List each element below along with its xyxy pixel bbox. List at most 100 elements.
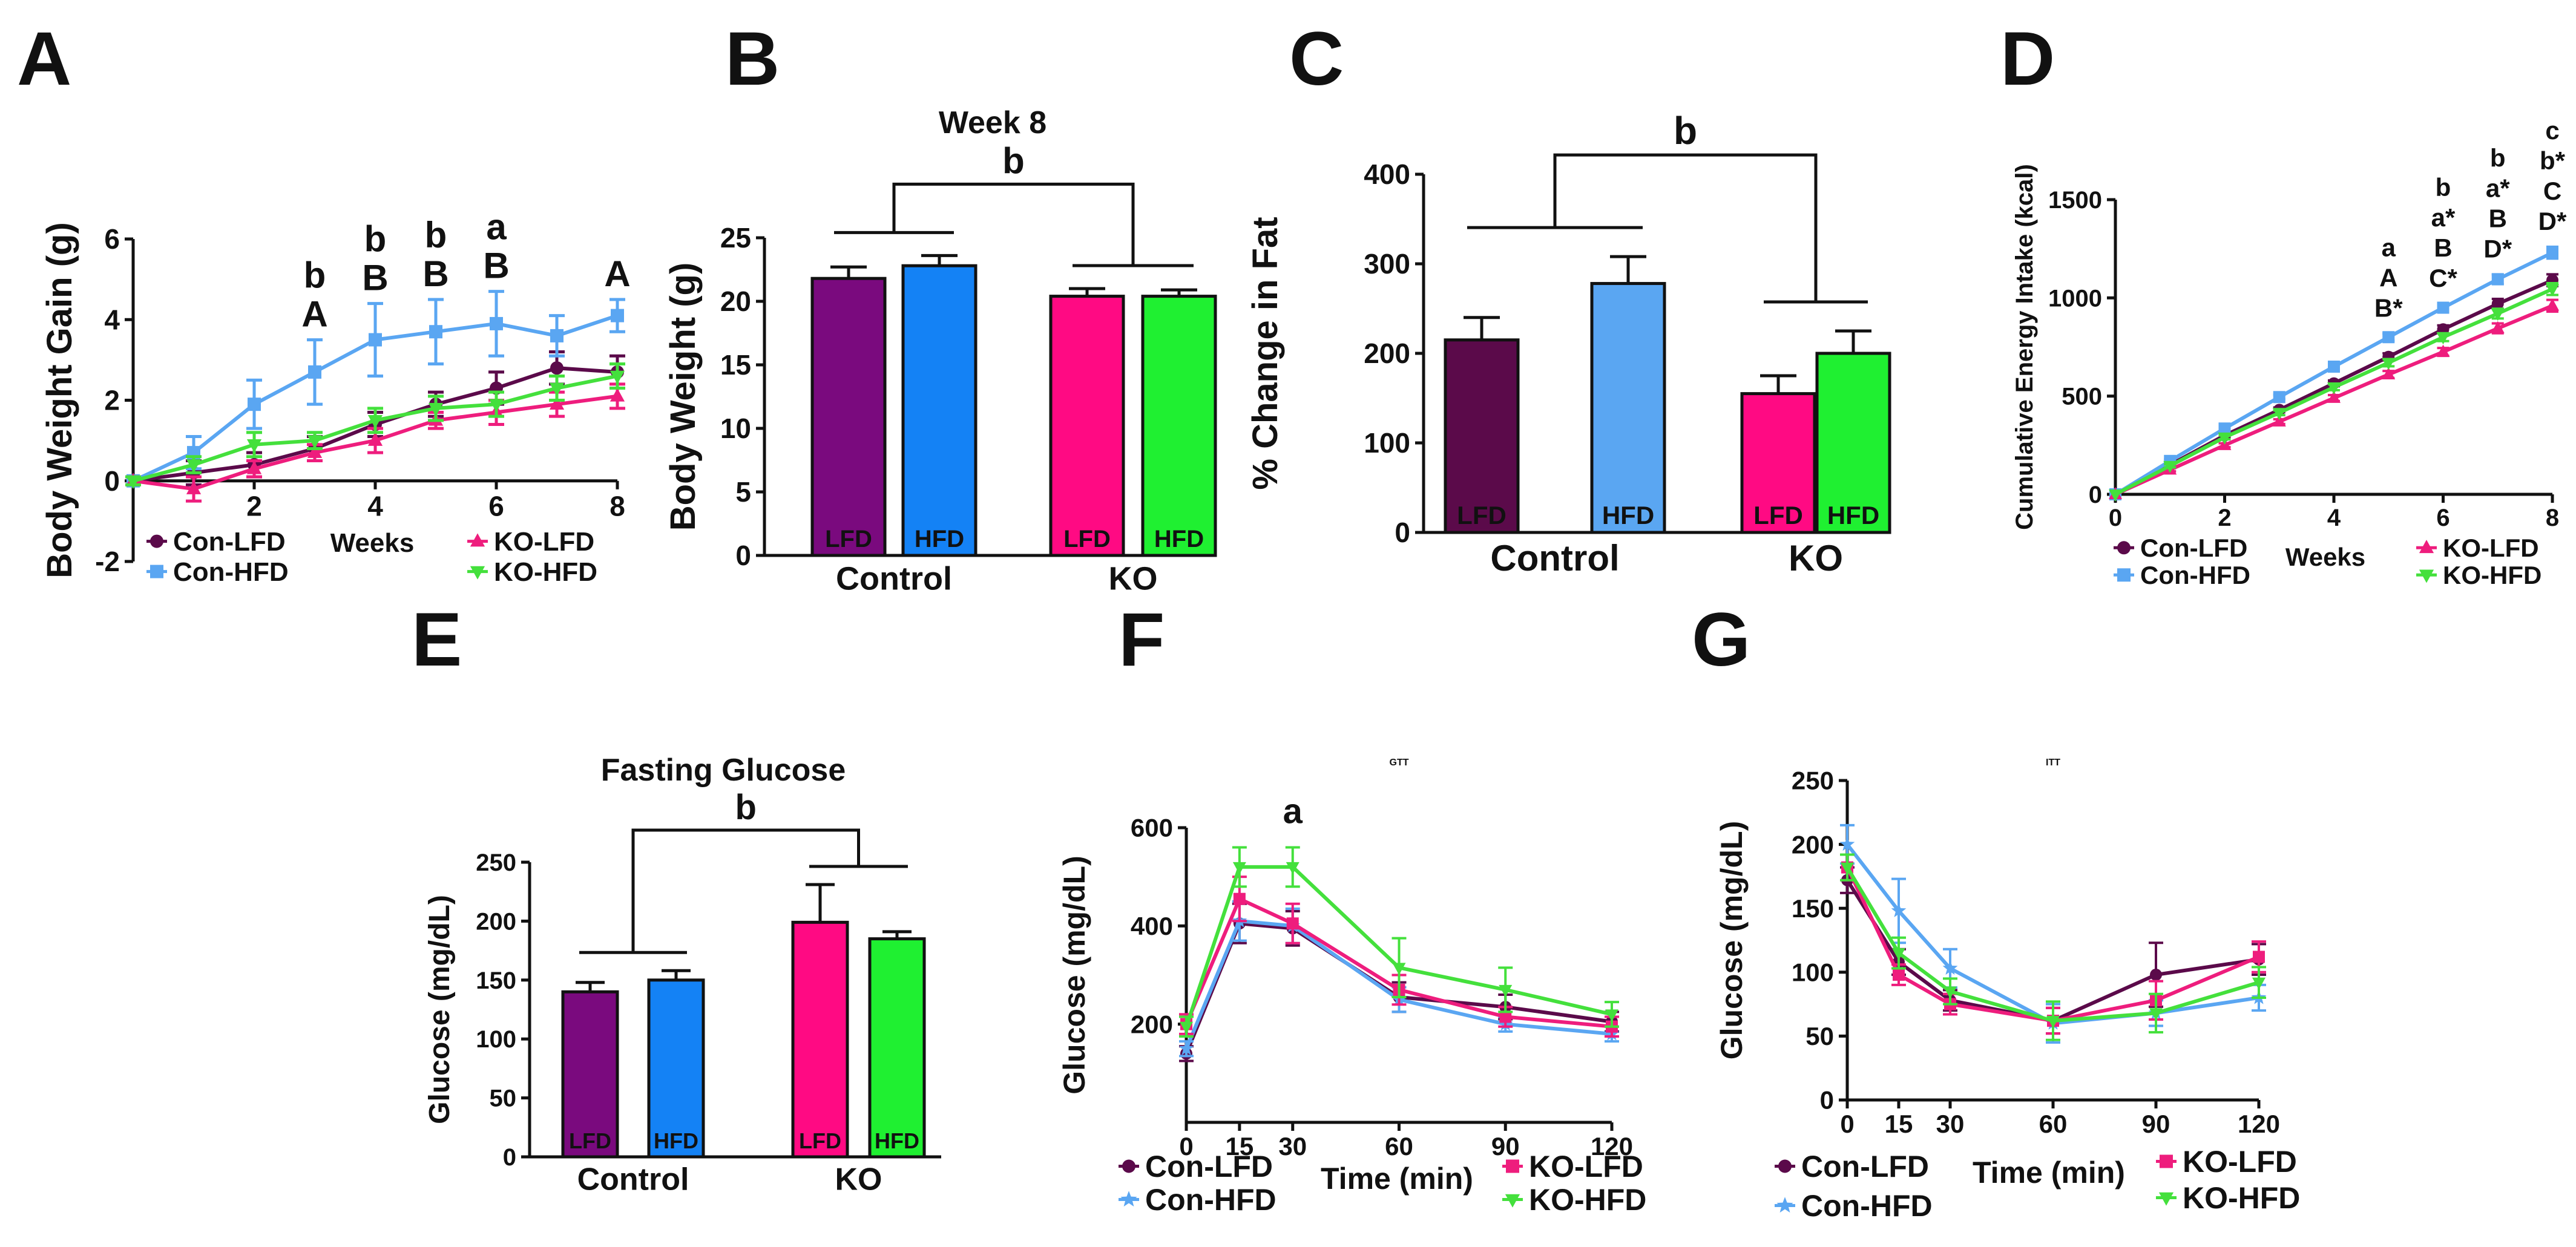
x-axis-label: Weeks (2285, 543, 2365, 571)
y-axis-label: Glucose (mg/dL) (1057, 856, 1091, 1094)
chart-title: Week 8 (939, 105, 1046, 140)
bar-label: LFD (799, 1128, 841, 1153)
y-axis-label: Body Weight (g) (663, 263, 703, 531)
data-point (2327, 382, 2341, 395)
y-tick-label: 400 (1364, 159, 1410, 190)
y-tick-label: 0 (2089, 482, 2102, 508)
data-point (610, 370, 625, 384)
data-point (428, 403, 444, 417)
annotation-label: C (2543, 177, 2561, 205)
data-point (2546, 284, 2559, 296)
data-point (611, 309, 624, 322)
data-point (186, 480, 202, 494)
y-axis-label: Cumulative Energy Intake (kcal) (2011, 164, 2038, 530)
legend-marker (1120, 1191, 1137, 1207)
annotation-label: b (364, 219, 387, 260)
bracket-label: b (1002, 140, 1025, 181)
annotation-label: C* (2429, 264, 2457, 292)
data-point (2436, 344, 2450, 357)
data-point (2327, 390, 2341, 403)
legend-marker (2419, 569, 2434, 583)
bracket-line (631, 828, 860, 953)
series-line (1184, 919, 1612, 1050)
data-point (2491, 298, 2504, 310)
y-tick-label: 4 (104, 304, 120, 335)
data-point (490, 316, 503, 330)
annotation-label: B* (2374, 293, 2403, 322)
data-point (2546, 246, 2558, 259)
annotation-label: a (2382, 233, 2396, 261)
legend-label: Con-HFD (1145, 1183, 1276, 1217)
y-tick-label: 50 (1806, 1022, 1834, 1050)
data-point (2253, 951, 2265, 963)
data-point (307, 435, 323, 449)
legend-label: KO-LFD (1529, 1150, 1643, 1183)
x-tick-label: 30 (1278, 1132, 1307, 1160)
bar-label: LFD (1457, 501, 1506, 529)
group-label: KO (835, 1162, 882, 1197)
legend-label: KO-HFD (2183, 1181, 2300, 1215)
y-tick-label: 0 (1395, 517, 1410, 548)
data-point (1392, 963, 1406, 975)
bracket-line (892, 182, 1135, 266)
data-point (1286, 862, 1300, 874)
data-point (1892, 948, 1905, 961)
x-tick-label: 8 (610, 490, 625, 522)
y-tick-label: 150 (476, 967, 516, 994)
y-tick-label: 250 (1792, 767, 1834, 795)
x-tick-label: 2 (2218, 505, 2231, 531)
legend-marker (1778, 1159, 1792, 1173)
y-tick-label: 300 (1364, 248, 1410, 280)
x-tick-label: 60 (1385, 1132, 1413, 1160)
bar (1590, 282, 1666, 534)
legend-marker (1505, 1194, 1520, 1208)
legend-label: Con-LFD (2140, 534, 2247, 562)
panel-label-g: G (1692, 598, 1750, 682)
annotation-label: a* (2486, 174, 2510, 202)
annotation-label: B (422, 254, 448, 294)
data-point (246, 439, 262, 453)
series-ko_hfd (1840, 853, 2266, 1041)
data-point (1180, 1021, 1193, 1034)
data-point (2109, 489, 2122, 502)
x-tick-label: 60 (2039, 1110, 2068, 1138)
panel-label-d: D (2000, 17, 2055, 101)
bar-label: LFD (825, 526, 872, 552)
y-tick-label: 0 (735, 540, 751, 571)
data-point (610, 388, 625, 402)
bar (1815, 352, 1891, 534)
x-axis-label: Weeks (330, 528, 415, 558)
x-tick-label: 120 (1591, 1132, 1633, 1160)
y-axis-label: Glucose (mg/dL) (1715, 821, 1749, 1059)
bar-control-hfd: HFD (901, 254, 978, 557)
series-line (1845, 843, 2259, 1026)
data-point (1841, 862, 1854, 875)
data-point (2328, 360, 2340, 373)
legend-label: Con-HFD (173, 557, 289, 587)
series-ko_hfd (1179, 846, 1619, 1038)
bar-ko-lfd: LFD (1049, 287, 1125, 557)
legend-label: KO-LFD (2443, 534, 2539, 562)
y-tick-label: 400 (1131, 912, 1173, 940)
x-tick-label: 30 (1936, 1110, 1965, 1138)
y-tick-label: 1000 (2048, 285, 2102, 312)
bar-label: HFD (915, 526, 964, 552)
legend-marker (470, 533, 485, 547)
group-label: Control (577, 1162, 689, 1197)
y-tick-label: 100 (1792, 958, 1834, 987)
data-point (125, 475, 141, 489)
bar-label: HFD (654, 1128, 698, 1153)
annotation-label: a* (2431, 203, 2456, 232)
legend-marker (470, 566, 485, 580)
data-point (2437, 301, 2450, 314)
data-point (1232, 862, 1246, 874)
panel-label-b: B (725, 17, 780, 101)
x-tick-label: 8 (2546, 505, 2559, 531)
data-point (550, 329, 564, 342)
bar (791, 920, 849, 1159)
legend-marker (2117, 541, 2131, 555)
legend-label: KO-HFD (2443, 561, 2542, 589)
y-tick-label: 20 (720, 286, 751, 317)
data-point (2382, 331, 2395, 344)
